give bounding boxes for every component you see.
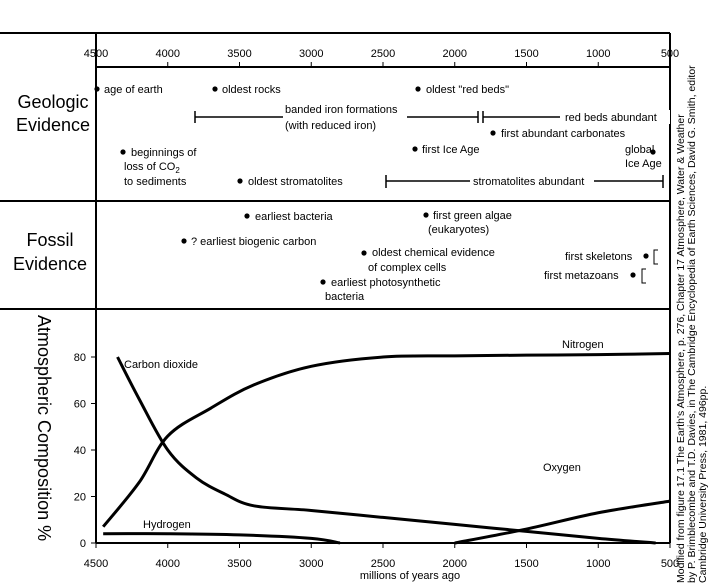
citation: Modified from figure 17.1 The Earth's At… xyxy=(675,65,709,583)
event-global-ice-age-2: Ice Age xyxy=(625,158,662,170)
event-earliest-photo-2: bacteria xyxy=(325,291,365,303)
event-dot xyxy=(237,178,243,184)
bottom-tick-label: 3500 xyxy=(227,558,251,570)
event-global-ice-age-1: global xyxy=(625,144,654,156)
bottom-tick-label: 2500 xyxy=(371,558,395,570)
event-dot xyxy=(423,212,429,218)
label-backdrop xyxy=(560,110,670,124)
bracket xyxy=(641,268,646,284)
bottom-tick-label: 1000 xyxy=(586,558,610,570)
event-dot xyxy=(120,149,126,155)
series-lines xyxy=(102,352,671,545)
top-axis: 4500 4000 3500 3000 2500 2000 1500 1000 500 xyxy=(84,48,679,67)
event-dot xyxy=(650,149,656,155)
bottom-tick-label: 500 xyxy=(661,558,679,570)
event-first-ice-age: first Ice Age xyxy=(422,144,479,156)
series-label-n2: Nitrogen xyxy=(562,339,604,351)
event-dot xyxy=(361,250,367,256)
series-line-carbon-dioxide xyxy=(116,356,656,545)
section-fossil-line2: Evidence xyxy=(13,254,87,274)
bottom-tick-label: 2000 xyxy=(443,558,467,570)
y-tick-label: 0 xyxy=(80,538,86,550)
section-fossil-line1: Fossil xyxy=(26,230,73,250)
event-oldest-stromatolites: oldest stromatolites xyxy=(248,176,343,188)
event-oldest-rocks: oldest rocks xyxy=(222,84,281,96)
series-label-co2: Carbon dioxide xyxy=(124,359,198,371)
event-banded-iron-1: banded iron formations xyxy=(285,104,398,116)
event-oldest-red-beds: oldest "red beds" xyxy=(426,84,509,96)
top-tick-label: 2000 xyxy=(443,48,467,60)
event-earliest-biogenic: ? earliest biogenic carbon xyxy=(191,236,316,248)
event-dot xyxy=(630,272,636,278)
event-dot xyxy=(643,253,649,259)
citation-line-3: Cambridge University Press, 1981, 496pp. xyxy=(697,386,709,583)
geologic-events: age of earth oldest rocks oldest "red be… xyxy=(94,84,670,188)
event-dot xyxy=(212,86,218,92)
top-tick-label: 1500 xyxy=(514,48,538,60)
bracket xyxy=(653,249,658,265)
event-dot xyxy=(320,279,326,285)
top-tick-label: 500 xyxy=(661,48,679,60)
bottom-tick-label: 1500 xyxy=(514,558,538,570)
event-red-beds-abundant: red beds abundant xyxy=(565,112,657,124)
top-tick-label: 2500 xyxy=(371,48,395,60)
event-oldest-chemical-1: oldest chemical evidence xyxy=(372,247,495,259)
y-tick-label: 80 xyxy=(74,352,86,364)
event-oldest-chemical-2: of complex cells xyxy=(368,262,447,274)
event-dot xyxy=(94,86,100,92)
y-axis: 0 20 40 60 80 xyxy=(74,352,96,550)
event-dot xyxy=(181,238,187,244)
event-beginnings-2: loss of CO2 xyxy=(124,161,180,175)
y-tick-label: 40 xyxy=(74,445,86,457)
y-tick-label: 60 xyxy=(74,399,86,411)
bottom-tick-label: 4500 xyxy=(84,558,108,570)
top-tick-label: 3500 xyxy=(227,48,251,60)
event-first-metazoans: first metazoans xyxy=(544,270,619,282)
series-label-h2: Hydrogen xyxy=(143,519,191,531)
top-tick-label: 3000 xyxy=(299,48,323,60)
event-stromatolites-abundant: stromatolites abundant xyxy=(473,176,584,188)
fossil-events: earliest bacteria first green algae (euk… xyxy=(181,210,658,303)
series-label-o2: Oxygen xyxy=(543,462,581,474)
event-first-skeletons: first skeletons xyxy=(565,251,633,263)
event-dot xyxy=(490,130,496,136)
top-tick-label: 4500 xyxy=(84,48,108,60)
citation-line-2: by P. Brimblecombe and T.D. Davies, in T… xyxy=(686,65,698,583)
series-line-hydrogen xyxy=(103,532,341,545)
event-first-abundant-carbonates: first abundant carbonates xyxy=(501,128,626,140)
event-banded-iron-2: (with reduced iron) xyxy=(285,120,376,132)
event-earliest-bacteria: earliest bacteria xyxy=(255,211,334,223)
y-tick-label: 20 xyxy=(74,492,86,504)
bottom-axis: 4500 4000 3500 3000 2500 2000 1500 1000 500 xyxy=(84,543,679,570)
event-first-green-algae-1: first green algae xyxy=(433,210,512,222)
event-age-of-earth: age of earth xyxy=(104,84,163,96)
event-beginnings-1: beginnings of xyxy=(131,147,197,159)
top-tick-label: 4000 xyxy=(156,48,180,60)
event-beginnings-3: to sediments xyxy=(124,176,187,188)
x-axis-label: millions of years ago xyxy=(360,570,460,582)
series-line-nitrogen xyxy=(102,352,671,528)
event-first-green-algae-2: (eukaryotes) xyxy=(428,224,489,236)
event-dot xyxy=(415,86,421,92)
citation-line-1: Modified from figure 17.1 The Earth's At… xyxy=(675,114,687,583)
section-geologic-line1: Geologic xyxy=(17,92,88,112)
event-earliest-photo-1: earliest photosynthetic xyxy=(331,277,441,289)
section-atmos-label: Atmospheric Composition % xyxy=(34,315,54,541)
top-tick-label: 1000 xyxy=(586,48,610,60)
section-geologic-line2: Evidence xyxy=(16,115,90,135)
label-backdrop xyxy=(283,101,407,131)
bottom-tick-label: 4000 xyxy=(156,558,180,570)
event-dot xyxy=(412,146,418,152)
bottom-tick-label: 3000 xyxy=(299,558,323,570)
label-backdrop xyxy=(470,174,594,188)
series-line-oxygen xyxy=(454,499,671,545)
event-dot xyxy=(244,213,250,219)
